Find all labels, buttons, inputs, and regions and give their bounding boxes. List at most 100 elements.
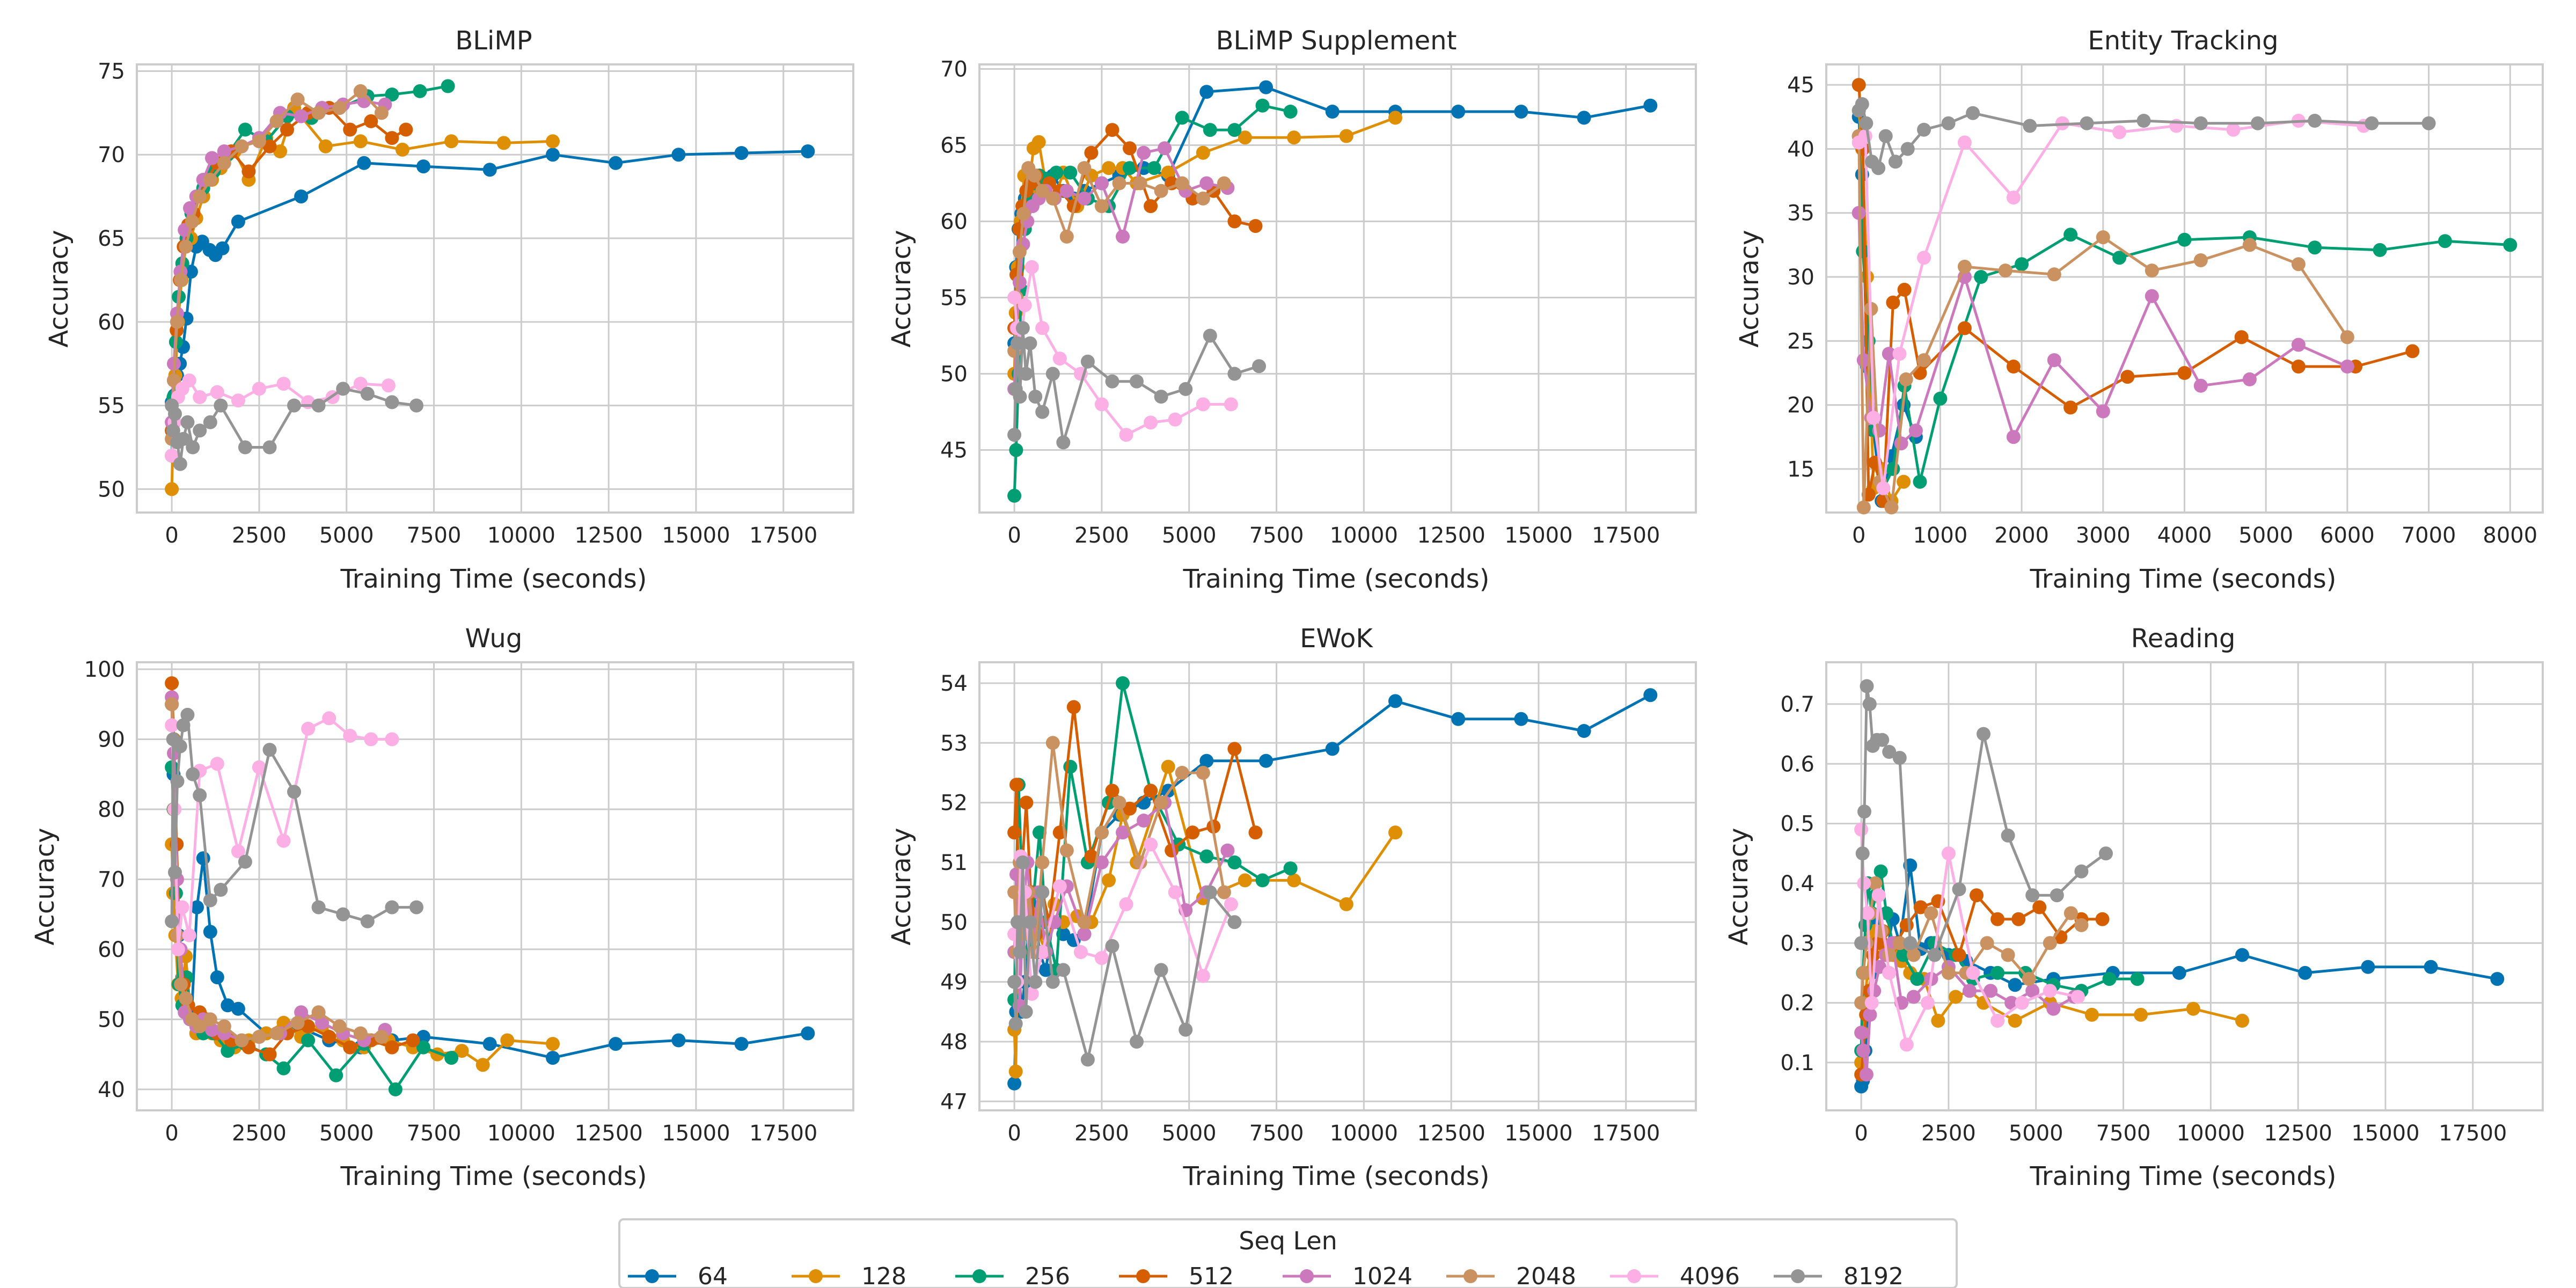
data-point	[221, 1044, 235, 1058]
legend-swatch-marker	[1627, 1269, 1641, 1283]
data-point	[1899, 918, 1914, 932]
data-point	[166, 423, 180, 438]
data-point	[1094, 951, 1109, 965]
data-point	[1049, 165, 1064, 180]
data-point	[1019, 1005, 1033, 1019]
data-point	[1931, 1014, 1945, 1028]
data-point	[336, 382, 350, 396]
data-point	[2095, 912, 2110, 926]
data-point	[1175, 111, 1189, 125]
data-point	[193, 390, 207, 404]
data-point	[221, 998, 235, 1013]
data-point	[252, 760, 266, 774]
data-point	[1287, 130, 1301, 145]
x-tick-label: 2500	[1074, 1121, 1129, 1146]
x-tick-label: 2000	[1994, 523, 2049, 548]
data-point	[1860, 906, 1875, 920]
data-point	[1227, 855, 1242, 869]
data-point	[2340, 330, 2354, 345]
legend-label: 4096	[1680, 1263, 1740, 1288]
data-point	[1007, 825, 1022, 840]
data-point	[1203, 885, 1217, 899]
data-point	[179, 991, 193, 1006]
data-point	[231, 214, 245, 229]
data-point	[1952, 882, 1966, 897]
legend-label: 128	[861, 1263, 906, 1288]
data-point	[1255, 98, 1270, 113]
legend-entry-1024: 1024	[1283, 1263, 1413, 1288]
x-axis-label: Training Time (seconds)	[1182, 564, 1489, 594]
data-point	[165, 697, 179, 712]
data-point	[1252, 359, 1266, 374]
data-point	[1878, 129, 1893, 143]
data-point	[1116, 676, 1130, 690]
data-point	[1105, 939, 1119, 953]
data-point	[1287, 873, 1301, 888]
data-point	[1016, 207, 1031, 221]
data-point	[1028, 975, 1043, 989]
x-tick-label: 0	[1007, 1121, 1021, 1146]
data-point	[276, 377, 291, 391]
data-point	[416, 159, 430, 174]
legend-entry-128: 128	[792, 1263, 906, 1288]
legend-entry-8192: 8192	[1774, 1263, 1904, 1288]
data-point	[241, 164, 256, 179]
data-point	[231, 1001, 245, 1016]
data-point	[1007, 290, 1022, 305]
data-point	[203, 925, 217, 939]
y-tick-label: 0.1	[1780, 1051, 1814, 1075]
data-point	[203, 1012, 217, 1027]
data-point	[184, 265, 198, 279]
y-tick-label: 50	[98, 1007, 125, 1032]
data-point	[1052, 352, 1067, 366]
data-point	[1027, 169, 1042, 183]
data-point	[2136, 114, 2151, 128]
series-8192	[1854, 679, 2113, 962]
data-point	[203, 415, 217, 429]
data-point	[214, 883, 228, 897]
x-tick-label: 12500	[575, 523, 643, 548]
x-tick-label: 15000	[662, 1121, 730, 1146]
data-point	[186, 767, 200, 781]
data-point	[294, 1005, 309, 1020]
data-point	[1896, 948, 1911, 962]
data-point	[235, 139, 249, 153]
data-point	[1900, 142, 1915, 156]
data-point	[409, 900, 423, 914]
x-tick-label: 2500	[1921, 1121, 1976, 1146]
data-point	[1084, 145, 1099, 160]
data-point	[357, 156, 371, 170]
legend-entry-4096: 4096	[1610, 1263, 1740, 1288]
data-point	[364, 114, 378, 128]
data-point	[205, 151, 219, 165]
data-point	[1035, 405, 1050, 419]
data-point	[1059, 229, 1074, 244]
legend-title: Seq Len	[1239, 1226, 1337, 1255]
data-point	[1974, 270, 1988, 284]
data-point	[1388, 111, 1402, 125]
x-tick-label: 10000	[2177, 1121, 2245, 1146]
data-point	[1094, 199, 1109, 214]
data-point	[1196, 191, 1210, 206]
x-tick-label: 7500	[407, 523, 462, 548]
data-point	[1857, 876, 1871, 890]
data-point	[1175, 766, 1189, 780]
data-point	[2235, 948, 2249, 962]
data-point	[1137, 814, 1151, 828]
data-point	[2074, 864, 2089, 879]
data-point	[294, 109, 309, 123]
data-point	[311, 900, 326, 914]
data-point	[1875, 733, 1890, 747]
x-tick-label: 6000	[2320, 523, 2375, 548]
x-tick-label: 12500	[1417, 523, 1485, 548]
data-point	[1009, 778, 1023, 792]
y-tick-label: 15	[1787, 457, 1814, 482]
series-8192	[165, 707, 423, 928]
y-axis-label: Accuracy	[1724, 828, 1754, 945]
data-point	[287, 398, 301, 413]
data-point	[2291, 360, 2306, 374]
x-tick-label: 15000	[1504, 1121, 1572, 1146]
data-point	[193, 1019, 207, 1034]
data-point	[1119, 897, 1133, 911]
data-point	[1038, 963, 1053, 977]
